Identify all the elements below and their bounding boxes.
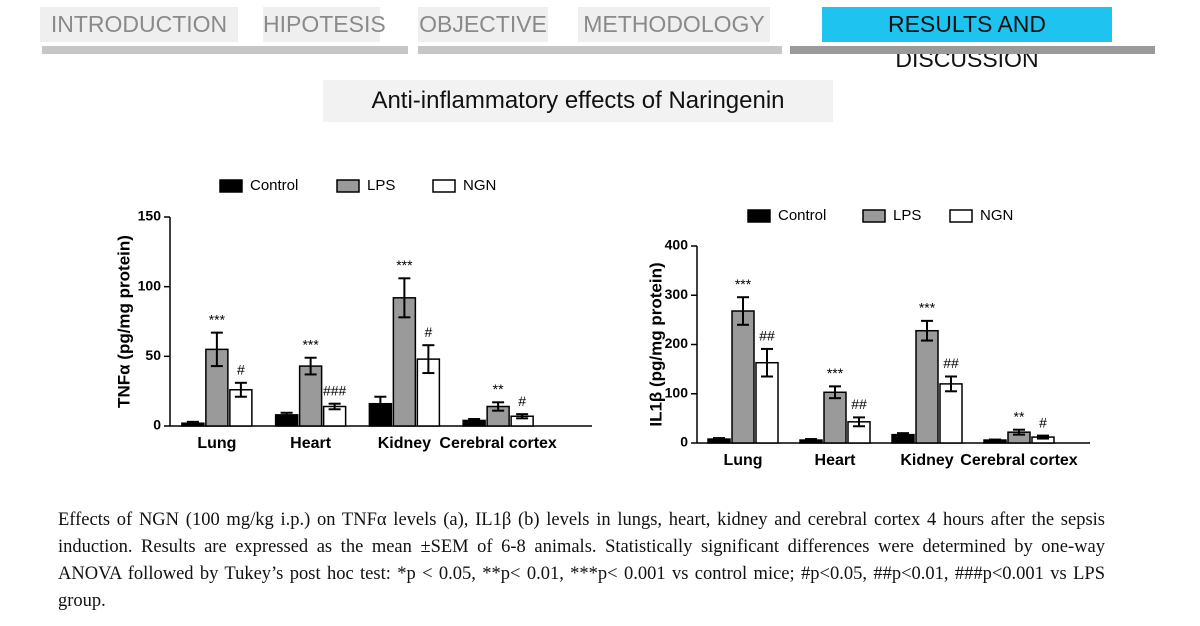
significance-label: *** xyxy=(302,336,319,352)
x-tick-label: Lung xyxy=(723,452,762,469)
legend-swatch xyxy=(862,209,886,223)
y-axis-label: IL1β (pg/mg protein) xyxy=(646,262,665,426)
significance-label: *** xyxy=(919,300,936,316)
x-tick-label: Heart xyxy=(290,435,332,452)
legend-swatch xyxy=(336,179,360,193)
y-tick-label: 150 xyxy=(138,208,162,224)
caption: Effects of NGN (100 mg/kg i.p.) on TNFα … xyxy=(58,510,1105,611)
nav-rule xyxy=(42,46,408,54)
bar xyxy=(823,391,847,444)
legend-swatch xyxy=(219,179,243,193)
legend-label: Control xyxy=(250,177,298,194)
legend-label: LPS xyxy=(893,207,921,224)
significance-label: *** xyxy=(827,365,844,381)
y-tick-label: 100 xyxy=(138,277,162,293)
legend-swatch xyxy=(432,179,456,193)
significance-label: # xyxy=(1039,414,1047,430)
significance-label: # xyxy=(237,362,245,378)
legend-label: NGN xyxy=(980,207,1013,224)
nav-rule xyxy=(790,46,1155,54)
y-tick-label: 400 xyxy=(665,237,689,253)
significance-label: ## xyxy=(943,355,959,371)
slide-title: Anti-inflammatory effects of Naringenin xyxy=(323,80,833,122)
significance-label: ** xyxy=(493,381,504,397)
legend-swatch xyxy=(949,209,973,223)
bar xyxy=(915,329,939,444)
significance-label: # xyxy=(424,324,432,340)
significance-label: *** xyxy=(209,311,226,327)
bar xyxy=(939,383,963,444)
x-tick-label: Cerebral cortex xyxy=(439,435,556,452)
significance-label: *** xyxy=(735,276,752,292)
y-tick-label: 0 xyxy=(153,417,161,433)
legend-swatch xyxy=(747,209,771,223)
nav-tab[interactable]: HIPOTESIS xyxy=(263,7,386,42)
significance-label: ## xyxy=(851,396,867,412)
x-tick-label: Heart xyxy=(815,452,857,469)
legend-label: LPS xyxy=(367,177,395,194)
nav-tab[interactable]: METHODOLOGY xyxy=(578,7,770,42)
significance-label: *** xyxy=(396,257,413,273)
y-axis-label: TNFα (pg/mg protein) xyxy=(114,235,133,408)
significance-label: ## xyxy=(759,328,775,344)
bar xyxy=(731,310,755,444)
legend-label: Control xyxy=(778,207,826,224)
nav-rule xyxy=(418,46,782,54)
x-tick-label: Kidney xyxy=(378,435,431,452)
legend-label: NGN xyxy=(463,177,496,194)
significance-label: ### xyxy=(323,382,347,398)
x-tick-label: Cerebral cortex xyxy=(960,452,1077,469)
y-tick-label: 0 xyxy=(680,434,688,450)
x-tick-label: Lung xyxy=(197,435,236,452)
x-tick-label: Kidney xyxy=(900,452,953,469)
significance-label: # xyxy=(518,393,526,409)
y-tick-label: 200 xyxy=(665,335,689,351)
y-tick-label: 100 xyxy=(665,384,689,400)
nav-tab[interactable]: INTRODUCTION xyxy=(40,7,238,42)
charts: 0 50 100 150 TNFα (pg/mg protein) Control LPS N… xyxy=(114,177,1090,469)
significance-label: ** xyxy=(1014,408,1025,424)
y-tick-label: 50 xyxy=(145,347,161,363)
y-tick-label: 300 xyxy=(665,286,689,302)
nav-tab[interactable]: OBJECTIVE xyxy=(418,7,548,42)
